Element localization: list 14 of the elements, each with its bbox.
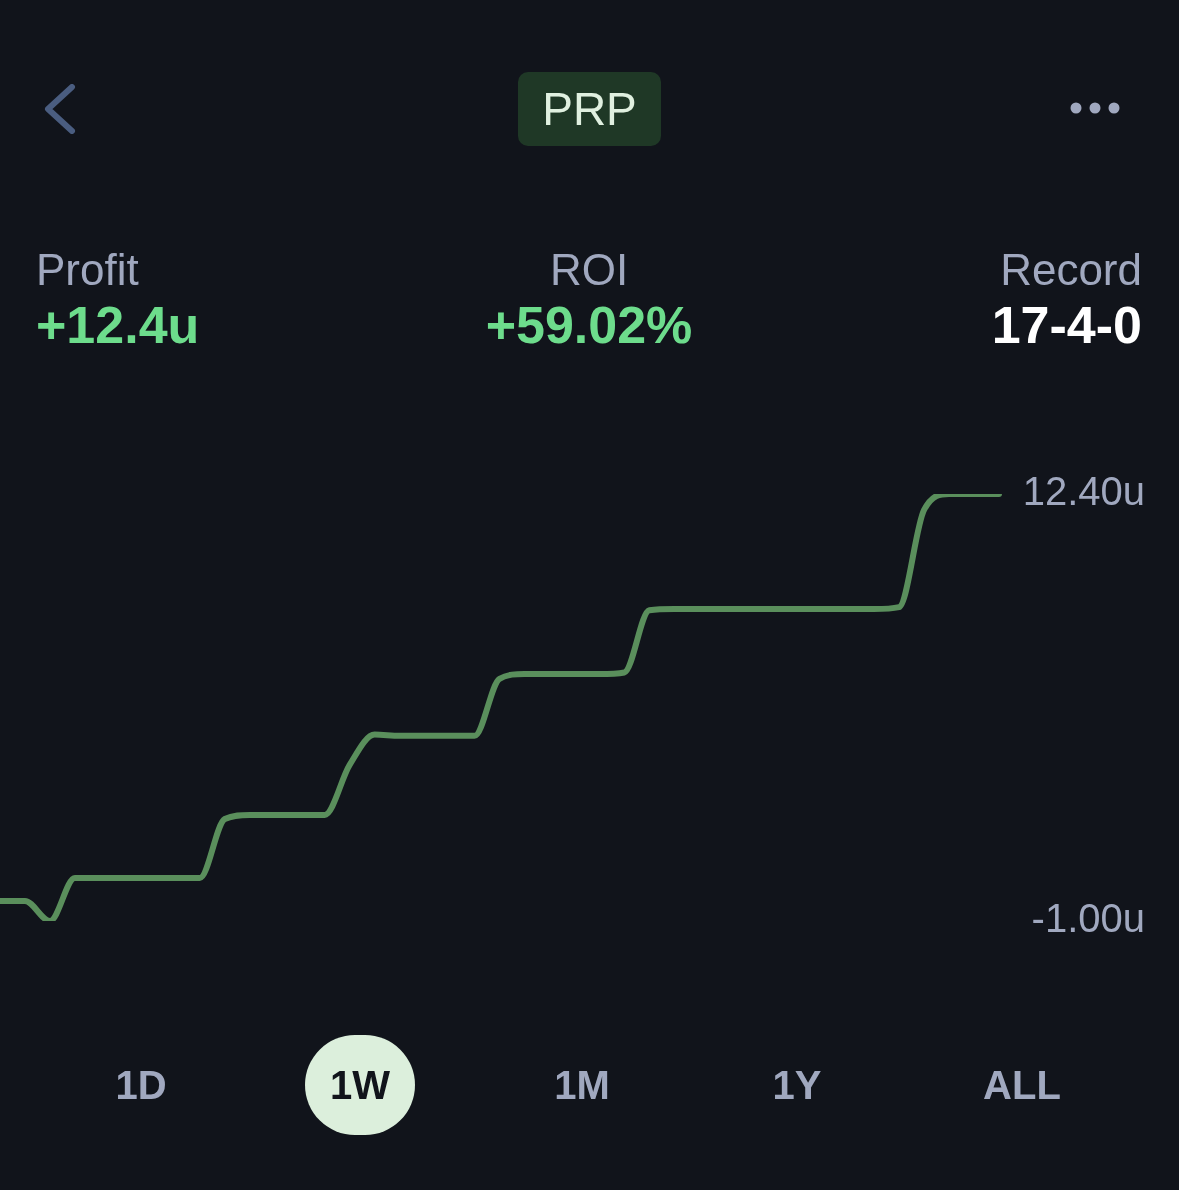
text: ROI — [548, 245, 630, 295]
text: Profit — [36, 245, 140, 295]
text: Record — [999, 245, 1142, 295]
text: 17-4-0 — [990, 295, 1142, 355]
y-tick-label: 12.40u — [1022, 469, 1145, 514]
chart-title: PRP — [518, 72, 661, 146]
text: 1W — [305, 1035, 415, 1135]
text: 1M — [553, 1062, 611, 1109]
y-tick-label: -1.00u — [1031, 896, 1145, 941]
text: 1Y — [771, 1062, 823, 1109]
text: +12.4u — [36, 295, 201, 355]
text: +59.02% — [484, 295, 694, 355]
text: ALL — [982, 1062, 1062, 1109]
text: 1D — [114, 1062, 168, 1109]
